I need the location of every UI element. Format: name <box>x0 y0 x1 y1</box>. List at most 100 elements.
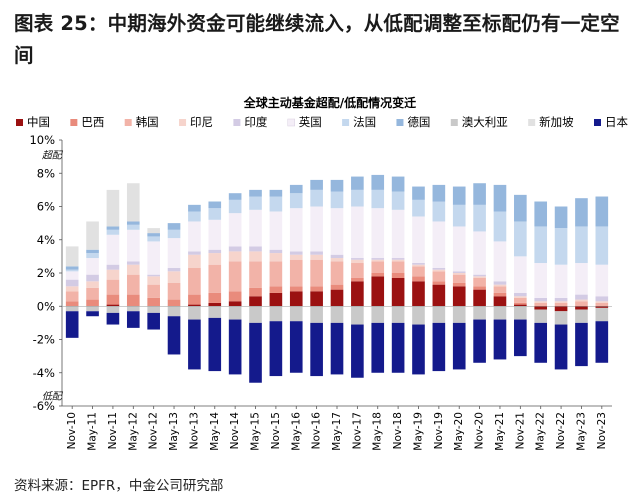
annotation-2: 低配 <box>42 390 64 402</box>
x-tick-label: Nov-17 <box>351 412 363 449</box>
bar-2-series-8 <box>86 249 99 254</box>
bar-24-series-9 <box>534 309 548 323</box>
bar-14-series-4 <box>330 258 344 262</box>
x-tick-label: Nov-15 <box>270 412 282 449</box>
bar-20-series-11 <box>452 322 466 370</box>
bars-group <box>65 174 609 383</box>
bar-26-series-1 <box>575 306 588 310</box>
x-tick-label: May-20 <box>453 412 465 451</box>
bar-16-series-9 <box>371 306 385 323</box>
bar-27-series-5 <box>595 296 609 302</box>
bar-15-series-11 <box>351 324 364 378</box>
bar-5-series-11 <box>147 312 160 330</box>
bar-18-series-9 <box>412 306 425 325</box>
bar-5-series-8 <box>147 233 160 237</box>
bar-1-series-11 <box>65 311 79 338</box>
bar-18-series-3 <box>412 266 425 277</box>
bar-4-series-7 <box>126 224 140 230</box>
bar-18-series-5 <box>412 263 425 265</box>
bar-25-series-1 <box>554 306 568 312</box>
bar-14-series-1 <box>330 289 344 307</box>
bar-23-series-2 <box>514 302 527 305</box>
legend-swatch-4 <box>179 119 187 126</box>
bar-3-series-4 <box>106 269 120 280</box>
bar-23-series-8 <box>514 194 527 222</box>
legend-swatch-1 <box>16 119 23 126</box>
bar-21-series-7 <box>473 204 486 232</box>
y-tick-label: -4% <box>33 366 55 380</box>
bar-4-series-3 <box>126 274 140 295</box>
x-tick-label: Nov-11 <box>107 412 119 449</box>
x-tick-label: May-12 <box>127 412 139 451</box>
bar-2-series-7 <box>86 253 99 259</box>
bar-22-series-4 <box>493 284 507 287</box>
bar-2-series-3 <box>86 287 99 300</box>
bar-11-series-3 <box>269 261 283 287</box>
bar-21-series-2 <box>473 286 486 290</box>
bar-13-series-6 <box>310 206 323 252</box>
legend-swatch-7 <box>342 119 350 126</box>
legend-swatch-10 <box>528 119 536 126</box>
bar-2-series-5 <box>86 274 99 282</box>
bar-1-series-6 <box>65 271 79 280</box>
bar-8-series-2 <box>208 292 222 303</box>
bar-11-series-5 <box>269 249 283 254</box>
bar-18-series-11 <box>412 324 425 375</box>
bar-2-series-2 <box>86 299 99 307</box>
bar-14-series-9 <box>330 306 344 323</box>
bar-16-series-7 <box>371 189 385 209</box>
bar-3-series-8 <box>106 226 120 230</box>
bar-21-series-1 <box>473 289 486 307</box>
x-tick-label: Nov-18 <box>392 412 404 449</box>
bar-19-series-8 <box>432 184 446 202</box>
bar-14-series-6 <box>330 208 344 255</box>
legend-swatch-9 <box>450 119 458 126</box>
bar-16-series-8 <box>371 174 385 190</box>
bar-18-series-1 <box>412 281 425 307</box>
bar-8-series-4 <box>208 253 222 265</box>
legend-swatch-6 <box>287 118 295 127</box>
figure-title: 图表 25：中期海外资金可能继续流入，从低配调整至标配仍有一定空间 <box>14 12 620 67</box>
bar-15-series-3 <box>351 263 364 278</box>
bar-20-series-4 <box>452 273 466 275</box>
bar-10-series-7 <box>249 196 262 210</box>
bar-26-series-3 <box>575 301 588 307</box>
bar-9-series-4 <box>228 251 242 262</box>
bar-16-series-11 <box>371 322 385 373</box>
bar-24-series-6 <box>534 263 548 298</box>
bar-19-series-1 <box>432 284 446 307</box>
bar-23-series-4 <box>514 296 527 298</box>
bar-9-series-7 <box>228 199 242 214</box>
bar-10-series-1 <box>249 296 262 307</box>
bar-6-series-5 <box>167 268 181 272</box>
bar-12-series-9 <box>289 306 303 322</box>
x-tick-label: Nov-22 <box>555 412 567 449</box>
x-tick-label: May-17 <box>331 412 343 451</box>
bar-6-series-2 <box>167 299 181 307</box>
bar-8-series-7 <box>208 208 222 220</box>
bar-22-series-7 <box>493 211 507 242</box>
bar-18-series-8 <box>412 186 425 200</box>
bar-2-series-9 <box>86 306 99 312</box>
legend-label-4: 印尼 <box>190 115 213 129</box>
bar-7-series-11 <box>188 319 201 370</box>
bar-15-series-9 <box>351 306 364 325</box>
bar-15-series-5 <box>351 258 364 260</box>
bar-12-series-4 <box>289 254 303 260</box>
y-tick-label: 10% <box>29 133 55 147</box>
bar-8-series-6 <box>208 219 222 250</box>
bar-7-series-8 <box>188 204 201 212</box>
bar-16-series-3 <box>371 261 385 273</box>
bar-3-series-2 <box>106 294 120 305</box>
bar-13-series-7 <box>310 189 323 207</box>
bar-25-series-4 <box>554 301 568 303</box>
bar-19-series-7 <box>432 201 446 222</box>
bar-9-series-9 <box>228 306 242 320</box>
bar-24-series-8 <box>534 201 548 227</box>
bar-20-series-1 <box>452 286 466 307</box>
bar-24-series-1 <box>534 306 548 310</box>
bar-19-series-4 <box>432 269 446 272</box>
bar-7-series-5 <box>188 251 201 255</box>
bar-11-series-4 <box>269 253 283 262</box>
bar-27-series-7 <box>595 226 609 265</box>
